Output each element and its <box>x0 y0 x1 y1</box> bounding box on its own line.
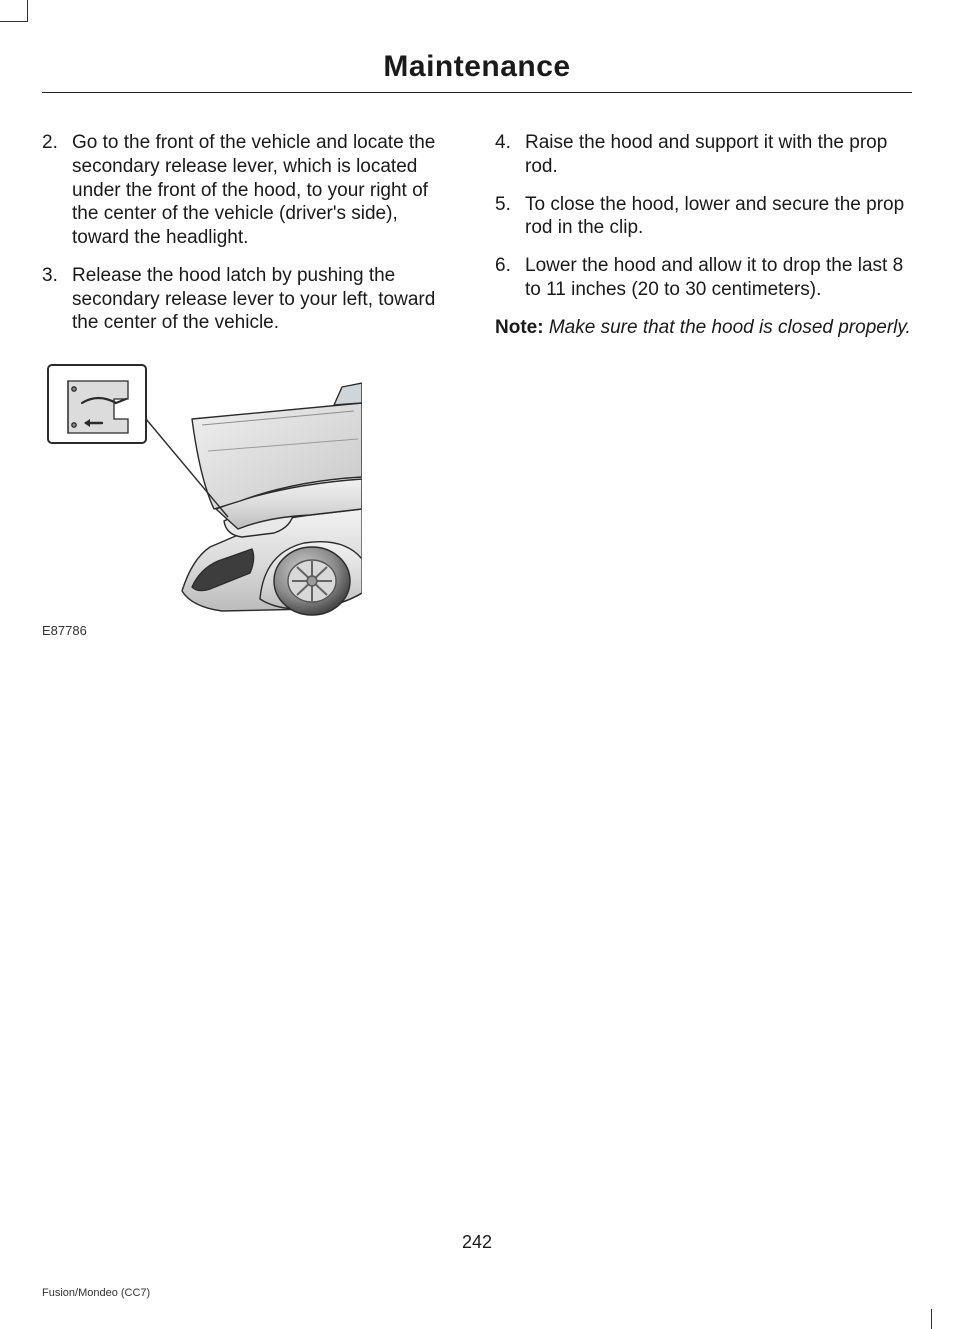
step-text: To close the hood, lower and secure the … <box>525 194 904 239</box>
step-number: 3. <box>42 264 58 288</box>
page-number: 242 <box>0 1232 954 1253</box>
steps-right: 4. Raise the hood and support it with th… <box>495 131 912 302</box>
left-column: 2. Go to the front of the vehicle and lo… <box>42 131 459 638</box>
step-number: 2. <box>42 131 58 155</box>
note-body: Make sure that the hood is closed proper… <box>549 317 911 338</box>
page: Maintenance 2. Go to the front of the ve… <box>0 0 954 1329</box>
figure-label: E87786 <box>42 623 459 638</box>
note: Note: Make sure that the hood is closed … <box>495 316 912 340</box>
step-2: 2. Go to the front of the vehicle and lo… <box>72 131 459 250</box>
step-number: 5. <box>495 193 511 217</box>
step-text: Release the hood latch by pushing the se… <box>72 265 435 334</box>
step-number: 6. <box>495 254 511 278</box>
content-columns: 2. Go to the front of the vehicle and lo… <box>42 131 912 638</box>
figure-wrap: E87786 <box>42 359 459 638</box>
note-label: Note: <box>495 317 544 338</box>
right-column: 4. Raise the hood and support it with th… <box>495 131 912 638</box>
step-5: 5. To close the hood, lower and secure t… <box>525 193 912 241</box>
step-text: Lower the hood and allow it to drop the … <box>525 255 903 300</box>
hood-release-figure <box>42 359 362 617</box>
step-3: 3. Release the hood latch by pushing the… <box>72 264 459 335</box>
crop-mark-bottom-right <box>931 1309 932 1329</box>
step-6: 6. Lower the hood and allow it to drop t… <box>525 254 912 302</box>
step-number: 4. <box>495 131 511 155</box>
page-title: Maintenance <box>42 50 912 92</box>
step-text: Go to the front of the vehicle and locat… <box>72 132 435 248</box>
doc-footer: Fusion/Mondeo (CC7) <box>42 1287 150 1299</box>
crop-mark-top-left <box>0 0 28 22</box>
title-rule <box>42 92 912 93</box>
step-text: Raise the hood and support it with the p… <box>525 132 887 177</box>
step-4: 4. Raise the hood and support it with th… <box>525 131 912 179</box>
steps-left: 2. Go to the front of the vehicle and lo… <box>42 131 459 335</box>
